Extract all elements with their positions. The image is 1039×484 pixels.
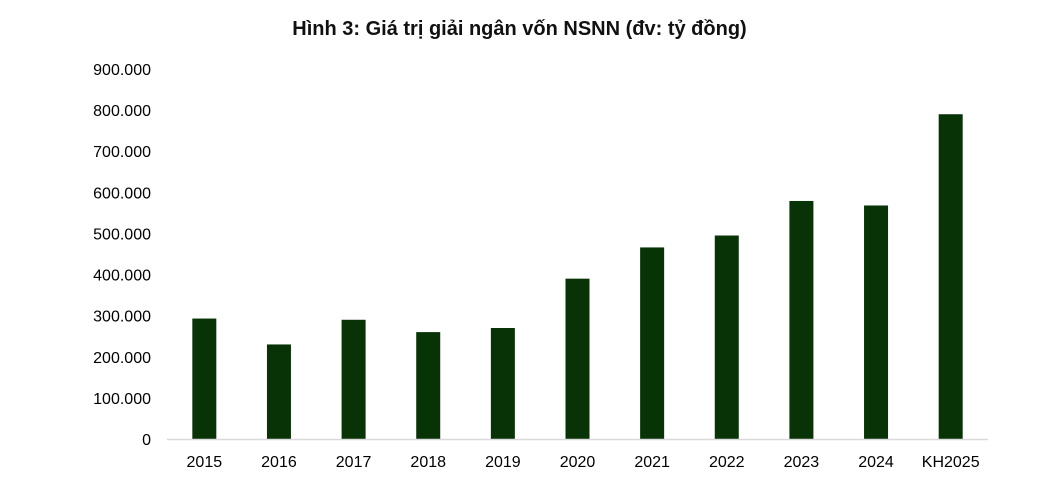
bar-2015 <box>192 318 217 439</box>
y-tick-label: 600.000 <box>93 185 151 202</box>
y-tick-label: 700.000 <box>93 144 151 161</box>
x-tick-label: 2015 <box>187 454 223 471</box>
bar-2019 <box>490 328 515 439</box>
x-tick-label: 2017 <box>336 454 372 471</box>
bar-kh2025 <box>938 114 963 439</box>
y-tick-label: 200.000 <box>93 350 151 367</box>
bars <box>192 114 963 439</box>
bar-2020 <box>565 278 590 439</box>
y-axis-labels: 0 100.000 200.000 300.000 400.000 500.000 600.… <box>93 62 151 449</box>
y-tick-label: 300.000 <box>93 309 151 326</box>
y-tick-label: 800.000 <box>93 103 151 120</box>
x-tick-label: 2016 <box>261 454 297 471</box>
x-tick-label: 2018 <box>410 454 446 471</box>
x-tick-label: 2020 <box>560 454 596 471</box>
y-tick-label: 900.000 <box>93 62 151 79</box>
x-axis-labels: 2015 2016 2017 2018 2019 2020 2021 2022 2023 2024… <box>187 454 980 471</box>
chart-title: Hình 3: Giá trị giải ngân vốn NSNN (đv: … <box>292 18 747 40</box>
x-tick-label: 2019 <box>485 454 521 471</box>
bar-2017 <box>341 319 366 439</box>
x-tick-label: 2021 <box>634 454 670 471</box>
y-tick-label: 400.000 <box>93 268 151 285</box>
x-tick-label: 2024 <box>858 454 894 471</box>
x-tick-label: 2022 <box>709 454 745 471</box>
x-tick-label: 2023 <box>784 454 820 471</box>
bar-2021 <box>640 247 665 439</box>
bar-2016 <box>266 344 291 439</box>
y-tick-label: 500.000 <box>93 226 151 243</box>
x-tick-label: KH2025 <box>922 454 980 471</box>
bar-2018 <box>416 332 441 439</box>
bar-2023 <box>789 200 814 439</box>
bar-2024 <box>864 205 889 439</box>
y-tick-label: 0 <box>142 432 151 449</box>
y-tick-label: 100.000 <box>93 391 151 408</box>
bar-2022 <box>714 235 739 439</box>
